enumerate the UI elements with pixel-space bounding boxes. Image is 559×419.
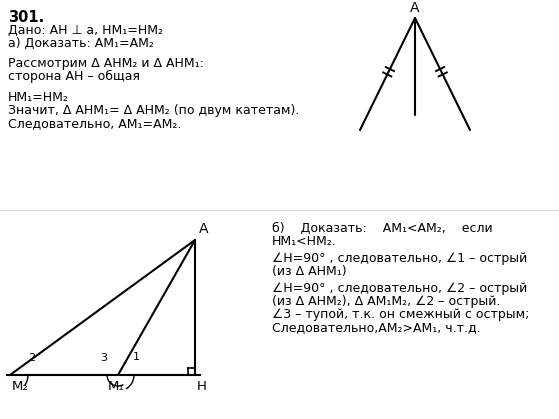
Text: ∠H=90° , следовательно, ∠1 – острый: ∠H=90° , следовательно, ∠1 – острый bbox=[272, 252, 527, 265]
Text: Следовательно,AM₂>AM₁, ч.т.д.: Следовательно,AM₂>AM₁, ч.т.д. bbox=[272, 321, 481, 334]
Text: Рассмотрим Δ AHM₂ и Δ AHM₁:: Рассмотрим Δ AHM₂ и Δ AHM₁: bbox=[8, 57, 204, 70]
Text: Следовательно, AM₁=AM₂.: Следовательно, AM₁=AM₂. bbox=[8, 117, 181, 130]
Text: A: A bbox=[199, 222, 209, 236]
Text: (из Δ AHM₂), Δ AM₁M₂, ∠2 – острый.: (из Δ AHM₂), Δ AM₁M₂, ∠2 – острый. bbox=[272, 295, 500, 308]
Text: сторона AH – общая: сторона AH – общая bbox=[8, 70, 140, 83]
Text: Дано: AH ⊥ a, HM₁=HM₂: Дано: AH ⊥ a, HM₁=HM₂ bbox=[8, 24, 163, 37]
Text: Значит, Δ AHM₁= Δ AHM₂ (по двум катетам).: Значит, Δ AHM₁= Δ AHM₂ (по двум катетам)… bbox=[8, 104, 300, 117]
Text: а) Доказать: AM₁=AM₂: а) Доказать: AM₁=AM₂ bbox=[8, 37, 154, 50]
Text: 3: 3 bbox=[101, 353, 107, 363]
Text: ∠3 – тупой, т.к. он смежный с острым;: ∠3 – тупой, т.к. он смежный с острым; bbox=[272, 308, 529, 321]
Text: H: H bbox=[197, 380, 207, 393]
Text: HM₁=HM₂: HM₁=HM₂ bbox=[8, 91, 69, 104]
Text: M₂: M₂ bbox=[12, 380, 29, 393]
Text: 301.: 301. bbox=[8, 10, 44, 25]
Text: ∠H=90° , следовательно, ∠2 – острый: ∠H=90° , следовательно, ∠2 – острый bbox=[272, 282, 527, 295]
Text: 2: 2 bbox=[29, 353, 36, 363]
Text: (из Δ AHM₁): (из Δ AHM₁) bbox=[272, 265, 347, 278]
Text: 1: 1 bbox=[132, 352, 140, 362]
Text: б)    Доказать:    AM₁<AM₂,    если: б) Доказать: AM₁<AM₂, если bbox=[272, 222, 492, 235]
Text: A: A bbox=[410, 1, 420, 15]
Text: M₁: M₁ bbox=[108, 380, 124, 393]
Text: HM₁<HM₂.: HM₁<HM₂. bbox=[272, 235, 337, 248]
